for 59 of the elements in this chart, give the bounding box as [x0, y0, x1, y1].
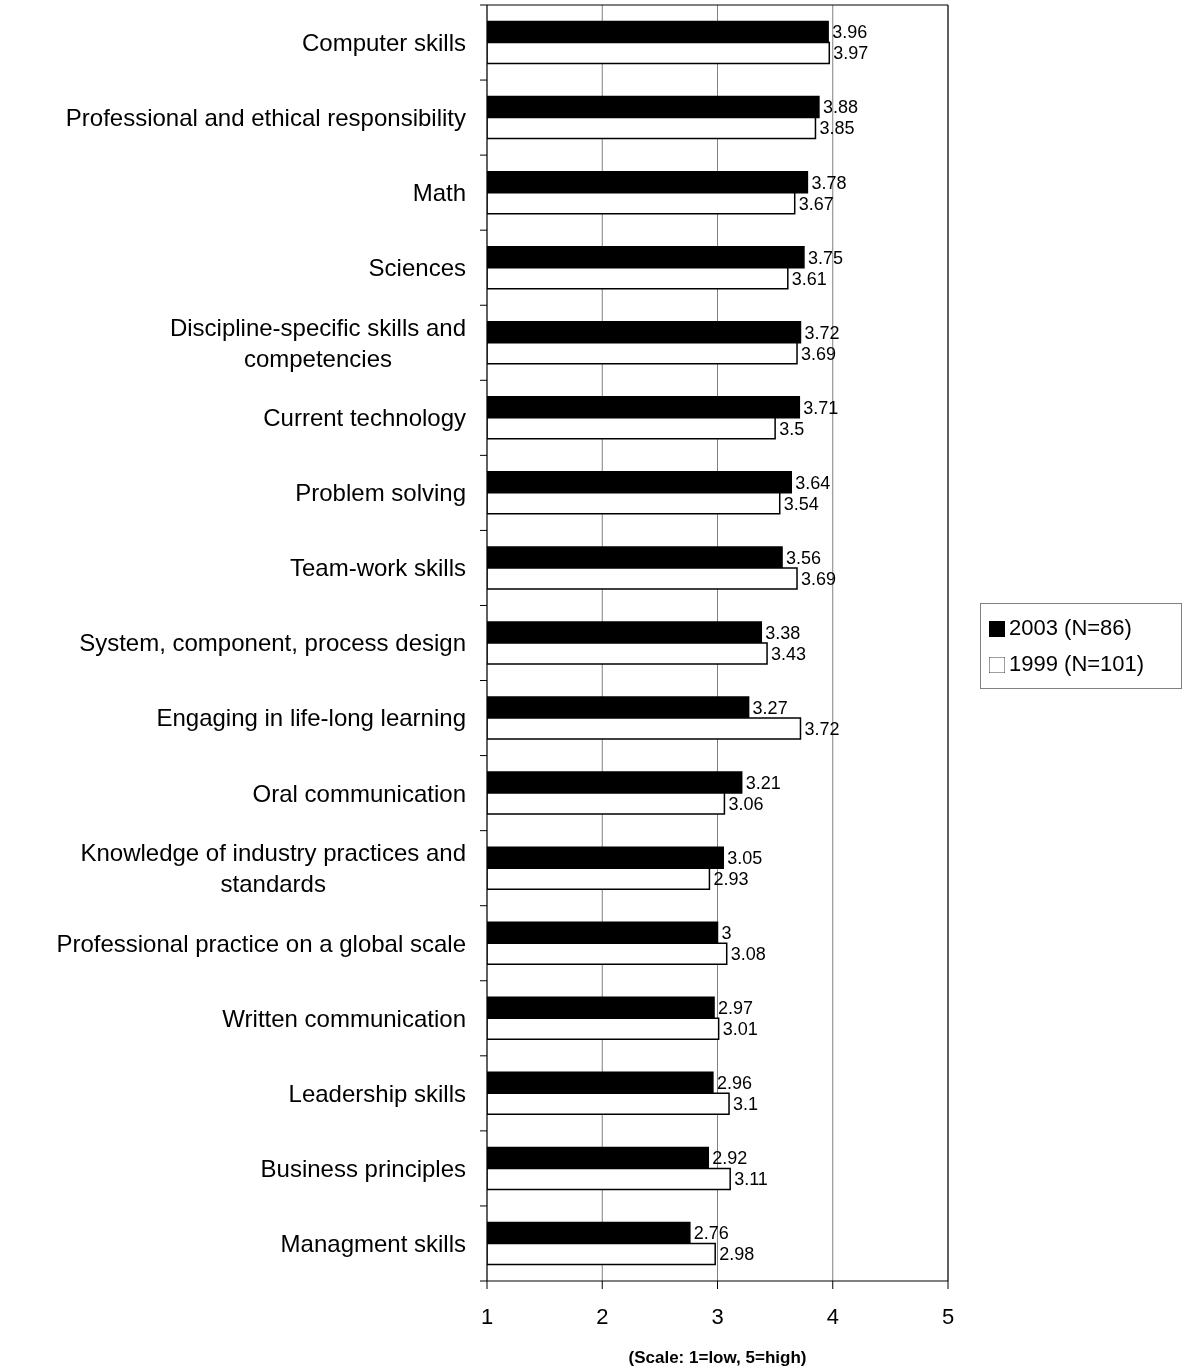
y-tick-label: Team-work skills	[289, 554, 466, 582]
data-label: 3.88	[822, 97, 858, 118]
data-label: 3.97	[833, 43, 869, 64]
data-label: 2.93	[713, 869, 749, 890]
y-tick-label: Sciences	[368, 254, 466, 282]
data-label: 3.64	[795, 472, 831, 493]
y-tick-label: Current technology	[263, 404, 466, 432]
data-label: 3.75	[807, 247, 843, 268]
data-label: 3.71	[803, 397, 839, 418]
x-tick-label: 1	[480, 1303, 494, 1329]
data-label: 3.11	[734, 1169, 768, 1190]
data-label: 3.27	[752, 697, 788, 718]
y-tick-label: Engaging in life-long learning	[156, 704, 467, 732]
x-tick-label: 4	[826, 1303, 839, 1329]
y-tick-label: Written communication	[222, 1004, 467, 1032]
data-label: 3.67	[798, 193, 834, 214]
data-label: 3.69	[801, 343, 837, 364]
y-tick-label: Computer skills	[301, 28, 466, 56]
data-label: 3.1	[733, 1094, 759, 1115]
data-label: 2.96	[716, 1073, 752, 1094]
data-label: 3.61	[791, 268, 827, 289]
y-tick-label: Professional practice on a global scale	[56, 929, 466, 957]
data-label: 3.05	[727, 848, 763, 869]
y-tick-label: System, component, process design	[79, 629, 466, 657]
data-label: 3.5	[779, 418, 805, 439]
data-label: 2.97	[718, 998, 754, 1019]
data-label: 2.92	[712, 1148, 748, 1169]
data-label: 3.08	[730, 944, 766, 965]
data-label: 3.72	[804, 718, 840, 739]
x-tick-label: 3	[711, 1303, 724, 1329]
data-label: 2.98	[719, 1244, 755, 1265]
data-label: 3.96	[832, 22, 868, 43]
x-tick-label: 5	[941, 1303, 955, 1329]
data-label: 3.43	[771, 643, 807, 664]
data-label: 3.85	[819, 118, 855, 139]
legend-label: 1999 (N=101)	[1009, 651, 1145, 676]
y-tick-label: Professional and ethical responsibility	[65, 103, 466, 131]
data-label: 3.54	[783, 493, 819, 514]
data-label: 3.06	[728, 793, 764, 814]
y-tick-label: Managment skills	[280, 1229, 466, 1257]
data-label: 3	[721, 923, 732, 944]
data-label: 3.78	[811, 172, 847, 193]
y-tick-label: Oral communication	[252, 779, 467, 807]
data-label: 3.69	[801, 568, 837, 589]
data-label: 3.21	[745, 772, 781, 793]
data-label: 3.38	[765, 622, 801, 643]
data-label: 2.76	[693, 1223, 729, 1244]
x-axis-title: (Scale: 1=low, 5=high)	[628, 1348, 807, 1367]
data-label: 3.01	[722, 1019, 758, 1040]
x-tick-label: 2	[596, 1303, 609, 1329]
y-tick-label: Discipline-specific skills and competencies	[169, 313, 467, 372]
y-tick-label: Business principles	[260, 1154, 466, 1182]
y-tick-label: Knowledge of industry practices and standards	[80, 839, 466, 898]
data-label: 3.56	[786, 547, 822, 568]
y-tick-label: Problem solving	[295, 479, 466, 507]
data-label: 3.72	[804, 322, 840, 343]
y-tick-label: Leadership skills	[288, 1079, 466, 1107]
legend-label: 2003 (N=86)	[1009, 615, 1132, 640]
y-tick-label: Math	[412, 179, 466, 207]
